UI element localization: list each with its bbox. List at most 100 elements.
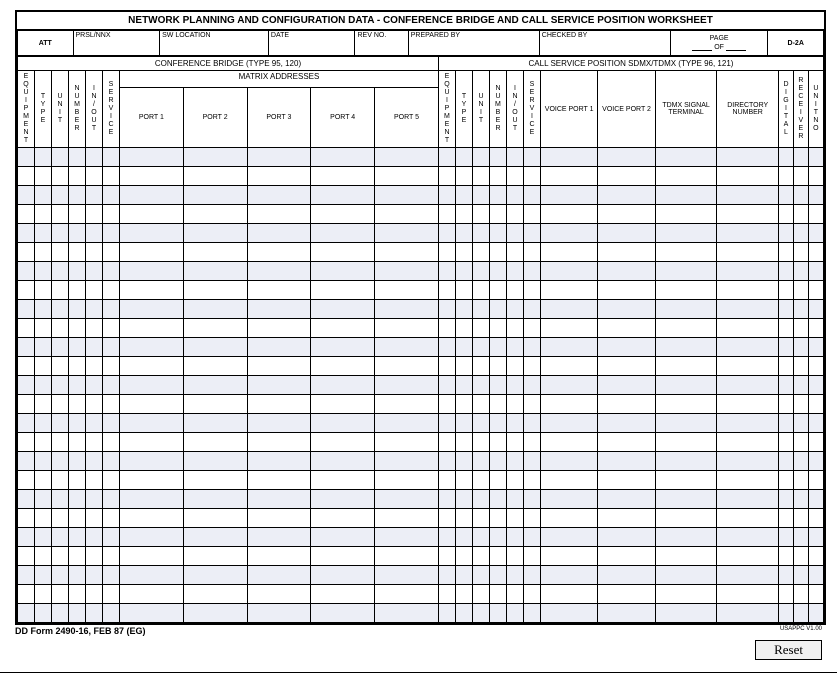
data-cell[interactable] <box>311 262 375 281</box>
data-cell[interactable] <box>247 509 311 528</box>
data-cell[interactable] <box>455 566 472 585</box>
data-cell[interactable] <box>540 471 597 490</box>
data-cell[interactable] <box>35 395 52 414</box>
data-cell[interactable] <box>311 338 375 357</box>
data-cell[interactable] <box>247 376 311 395</box>
data-cell[interactable] <box>35 547 52 566</box>
data-cell[interactable] <box>120 262 184 281</box>
data-cell[interactable] <box>438 509 455 528</box>
data-cell[interactable] <box>598 186 655 205</box>
data-cell[interactable] <box>793 452 808 471</box>
data-cell[interactable] <box>183 243 247 262</box>
data-cell[interactable] <box>455 585 472 604</box>
data-cell[interactable] <box>69 471 86 490</box>
data-cell[interactable] <box>86 452 103 471</box>
data-cell[interactable] <box>455 547 472 566</box>
data-cell[interactable] <box>438 224 455 243</box>
data-cell[interactable] <box>18 186 35 205</box>
data-cell[interactable] <box>655 338 717 357</box>
data-cell[interactable] <box>540 338 597 357</box>
data-cell[interactable] <box>69 376 86 395</box>
data-cell[interactable] <box>18 243 35 262</box>
data-cell[interactable] <box>103 471 120 490</box>
data-cell[interactable] <box>655 319 717 338</box>
data-cell[interactable] <box>506 585 523 604</box>
data-cell[interactable] <box>489 509 506 528</box>
data-cell[interactable] <box>120 433 184 452</box>
data-cell[interactable] <box>52 262 69 281</box>
data-cell[interactable] <box>717 281 779 300</box>
data-cell[interactable] <box>489 452 506 471</box>
data-cell[interactable] <box>808 604 823 623</box>
data-cell[interactable] <box>489 338 506 357</box>
data-cell[interactable] <box>86 433 103 452</box>
data-cell[interactable] <box>247 452 311 471</box>
data-cell[interactable] <box>489 262 506 281</box>
data-cell[interactable] <box>438 376 455 395</box>
data-cell[interactable] <box>183 547 247 566</box>
data-cell[interactable] <box>438 338 455 357</box>
data-cell[interactable] <box>35 300 52 319</box>
data-cell[interactable] <box>523 243 540 262</box>
data-cell[interactable] <box>808 224 823 243</box>
data-cell[interactable] <box>506 319 523 338</box>
data-cell[interactable] <box>103 338 120 357</box>
data-cell[interactable] <box>779 300 794 319</box>
data-cell[interactable] <box>717 547 779 566</box>
data-cell[interactable] <box>808 319 823 338</box>
data-cell[interactable] <box>808 338 823 357</box>
data-cell[interactable] <box>375 509 439 528</box>
data-cell[interactable] <box>489 148 506 167</box>
data-cell[interactable] <box>472 300 489 319</box>
data-cell[interactable] <box>793 528 808 547</box>
data-cell[interactable] <box>793 205 808 224</box>
data-cell[interactable] <box>540 300 597 319</box>
data-cell[interactable] <box>183 281 247 300</box>
data-cell[interactable] <box>311 319 375 338</box>
data-cell[interactable] <box>311 357 375 376</box>
data-cell[interactable] <box>247 414 311 433</box>
data-cell[interactable] <box>35 319 52 338</box>
data-cell[interactable] <box>86 471 103 490</box>
data-cell[interactable] <box>247 262 311 281</box>
data-cell[interactable] <box>655 604 717 623</box>
data-cell[interactable] <box>540 167 597 186</box>
data-cell[interactable] <box>540 433 597 452</box>
data-cell[interactable] <box>808 414 823 433</box>
data-cell[interactable] <box>489 566 506 585</box>
data-cell[interactable] <box>103 414 120 433</box>
data-cell[interactable] <box>311 490 375 509</box>
data-cell[interactable] <box>18 300 35 319</box>
data-cell[interactable] <box>489 243 506 262</box>
data-cell[interactable] <box>779 224 794 243</box>
data-cell[interactable] <box>506 509 523 528</box>
data-cell[interactable] <box>540 528 597 547</box>
data-cell[interactable] <box>717 414 779 433</box>
data-cell[interactable] <box>506 490 523 509</box>
data-cell[interactable] <box>18 167 35 186</box>
data-cell[interactable] <box>808 509 823 528</box>
data-cell[interactable] <box>455 604 472 623</box>
data-cell[interactable] <box>472 281 489 300</box>
data-cell[interactable] <box>598 490 655 509</box>
data-cell[interactable] <box>52 490 69 509</box>
data-cell[interactable] <box>183 262 247 281</box>
data-cell[interactable] <box>52 205 69 224</box>
data-cell[interactable] <box>103 148 120 167</box>
data-cell[interactable] <box>52 395 69 414</box>
data-cell[interactable] <box>808 300 823 319</box>
data-cell[interactable] <box>808 186 823 205</box>
data-cell[interactable] <box>523 376 540 395</box>
data-cell[interactable] <box>717 357 779 376</box>
data-cell[interactable] <box>438 604 455 623</box>
data-cell[interactable] <box>69 490 86 509</box>
data-cell[interactable] <box>120 186 184 205</box>
data-cell[interactable] <box>598 433 655 452</box>
data-cell[interactable] <box>506 433 523 452</box>
data-cell[interactable] <box>717 433 779 452</box>
data-cell[interactable] <box>69 148 86 167</box>
data-cell[interactable] <box>455 262 472 281</box>
data-cell[interactable] <box>472 452 489 471</box>
data-cell[interactable] <box>311 566 375 585</box>
data-cell[interactable] <box>717 224 779 243</box>
